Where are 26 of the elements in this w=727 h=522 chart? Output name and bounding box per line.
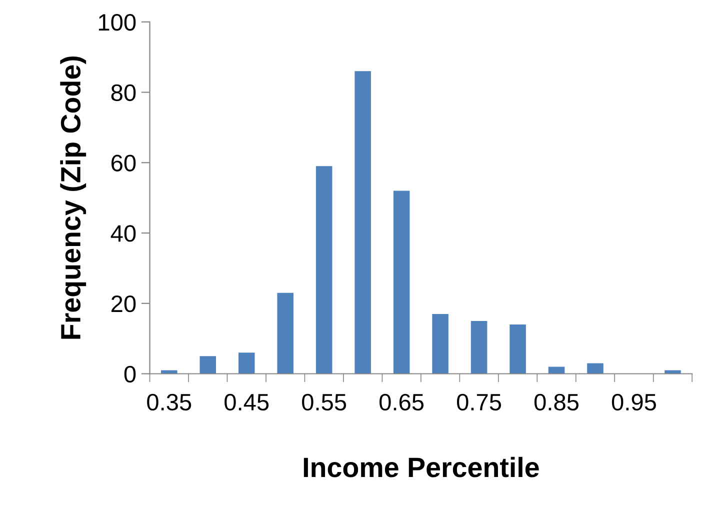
bar xyxy=(238,352,255,374)
y-tick-label: 0 xyxy=(124,366,136,383)
x-tick-label: 0.85 xyxy=(534,394,579,411)
x-tick-label: 0.55 xyxy=(302,394,346,411)
y-tick-label: 40 xyxy=(110,225,136,242)
bar xyxy=(200,356,216,374)
bar xyxy=(470,320,488,374)
y-tick-label: 100 xyxy=(98,14,136,31)
x-tick-label: 0.45 xyxy=(224,394,269,411)
bar xyxy=(548,366,565,374)
x-tick-label: 0.75 xyxy=(456,394,502,411)
x-axis-title: Income Percentile xyxy=(304,456,539,478)
bar xyxy=(510,324,526,374)
y-axis-title: Frequency (Zip Code) xyxy=(60,56,86,339)
y-tick-label: 20 xyxy=(111,295,136,312)
x-tick-label: 0.95 xyxy=(612,394,656,411)
bar xyxy=(316,166,332,374)
y-tick-label: 60 xyxy=(112,154,136,172)
bar xyxy=(587,363,604,374)
bar xyxy=(354,71,371,374)
x-tick-label: 0.65 xyxy=(380,394,424,411)
x-tick-label: 0.35 xyxy=(147,394,192,411)
bar xyxy=(393,190,410,374)
bar xyxy=(432,314,448,374)
bar xyxy=(277,292,294,374)
y-tick-label: 80 xyxy=(111,84,136,102)
